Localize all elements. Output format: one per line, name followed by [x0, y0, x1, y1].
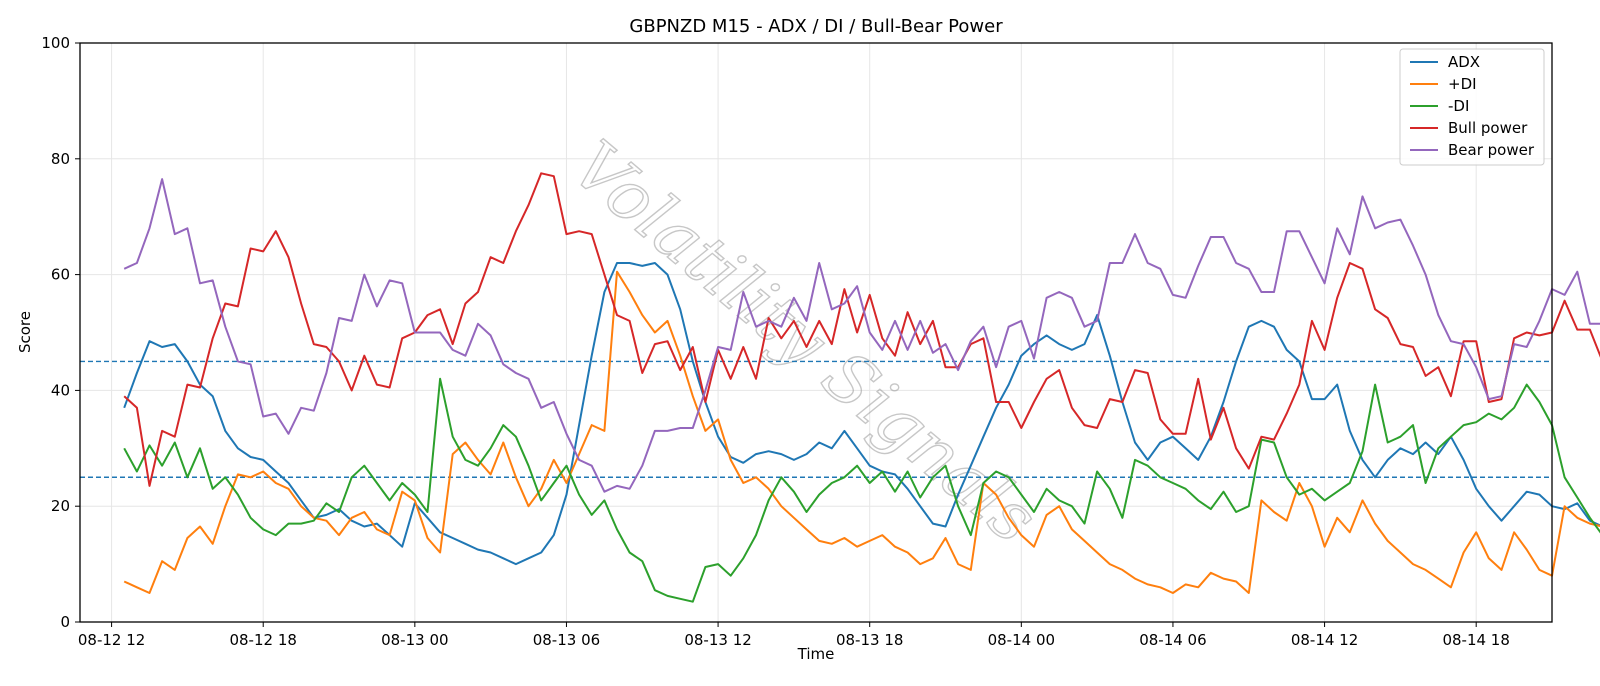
x-tick-label: 08-13 00: [381, 631, 448, 649]
y-tick-label: 20: [51, 497, 70, 515]
x-tick-label: 08-14 18: [1442, 631, 1509, 649]
legend-label: -DI: [1448, 97, 1469, 115]
y-tick-label: 0: [60, 613, 70, 631]
chart-title: GBPNZD M15 - ADX / DI / Bull-Bear Power: [629, 16, 1003, 37]
x-tick-label: 08-12 12: [78, 631, 145, 649]
y-tick-label: 40: [51, 381, 70, 399]
legend-label: +DI: [1448, 75, 1477, 93]
legend-label: Bear power: [1448, 141, 1535, 159]
y-tick-label: 80: [51, 150, 70, 168]
series-line-di: [123, 377, 1600, 603]
x-tick-label: 08-14 00: [988, 631, 1055, 649]
plot-frame: [79, 42, 1553, 623]
y-tick-label: 60: [51, 266, 70, 284]
y-axis-ticks: 0 20 40 60 80 100: [41, 34, 80, 631]
legend-box: [1399, 48, 1545, 166]
legend: ADX +DI -DI Bull power Bear power: [1399, 48, 1545, 166]
x-tick-label: 08-13 12: [684, 631, 751, 649]
legend-label: Bull power: [1448, 119, 1528, 137]
x-tick-label: 08-14 12: [1291, 631, 1358, 649]
x-tick-label: 08-13 18: [836, 631, 903, 649]
series-line-bull-power: [123, 172, 1600, 487]
grid: [80, 42, 1552, 623]
legend-label: ADX: [1448, 53, 1480, 71]
series-lines: [123, 172, 1600, 603]
x-tick-label: 08-14 06: [1139, 631, 1206, 649]
x-axis-ticks: 08-12 12 08-12 18 08-13 00 08-13 06 08-13 12…: [78, 622, 1510, 649]
x-tick-label: 08-13 06: [533, 631, 600, 649]
series-line-adx: [123, 262, 1600, 566]
x-axis-label: Time: [797, 645, 835, 663]
series-line-di: [123, 270, 1600, 594]
y-tick-label: 100: [41, 34, 70, 52]
series-line-bear-power: [123, 178, 1600, 493]
reference-lines: [80, 360, 1552, 478]
y-axis-label: Score: [16, 311, 34, 353]
x-tick-label: 08-12 18: [229, 631, 296, 649]
